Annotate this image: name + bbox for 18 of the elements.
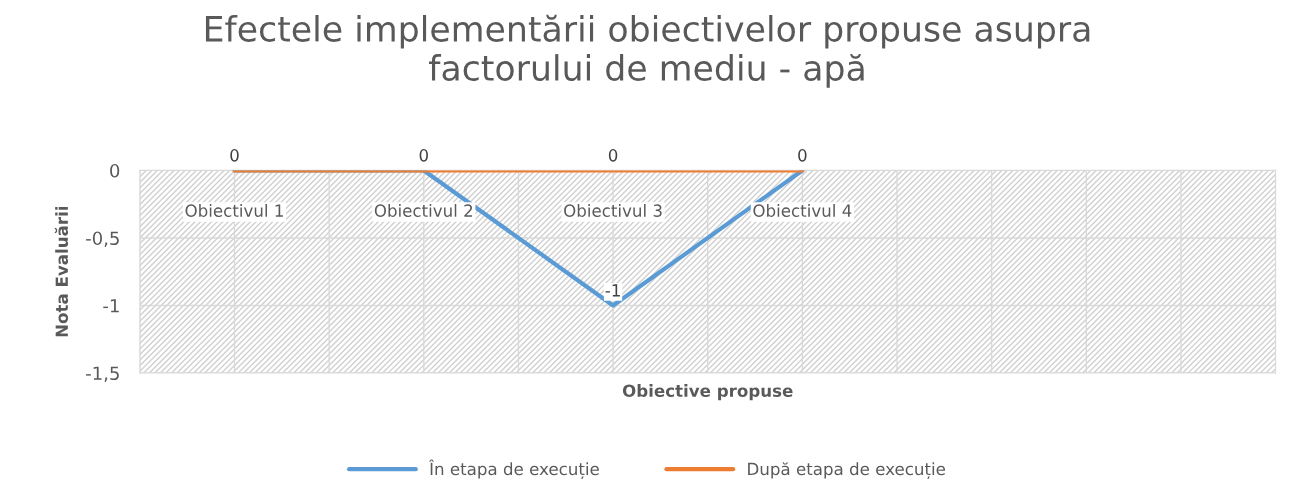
x-tick-label: Obiectivul 2 [374,204,473,217]
data-label: 0 [230,149,239,162]
x-tick-label: Obiectivul 1 [185,204,283,217]
data-label: -1 [605,284,620,297]
y-tick-label: -1 [103,299,119,313]
y-axis-title: Nota Evaluării [54,206,69,337]
data-label: 0 [798,149,807,162]
chart-title: Efectele implementării obiectivelor propuse asupra factorului de mediu - apă [205,14,1090,88]
y-tick-label: 0 [110,163,120,178]
data-label: 0 [419,149,428,162]
x-tick-label: Obiectivul 4 [753,204,852,217]
y-tick-label: -0,5 [86,231,119,247]
legend-label: În etapa de execuție [429,459,599,479]
x-axis-title: Obiective propuse [622,384,793,401]
y-tick-label: -1,5 [86,366,119,382]
x-tick-label: Obiectivul 3 [564,204,662,217]
legend-label: După etapa de execuție [748,462,946,479]
data-label: 0 [608,149,618,162]
